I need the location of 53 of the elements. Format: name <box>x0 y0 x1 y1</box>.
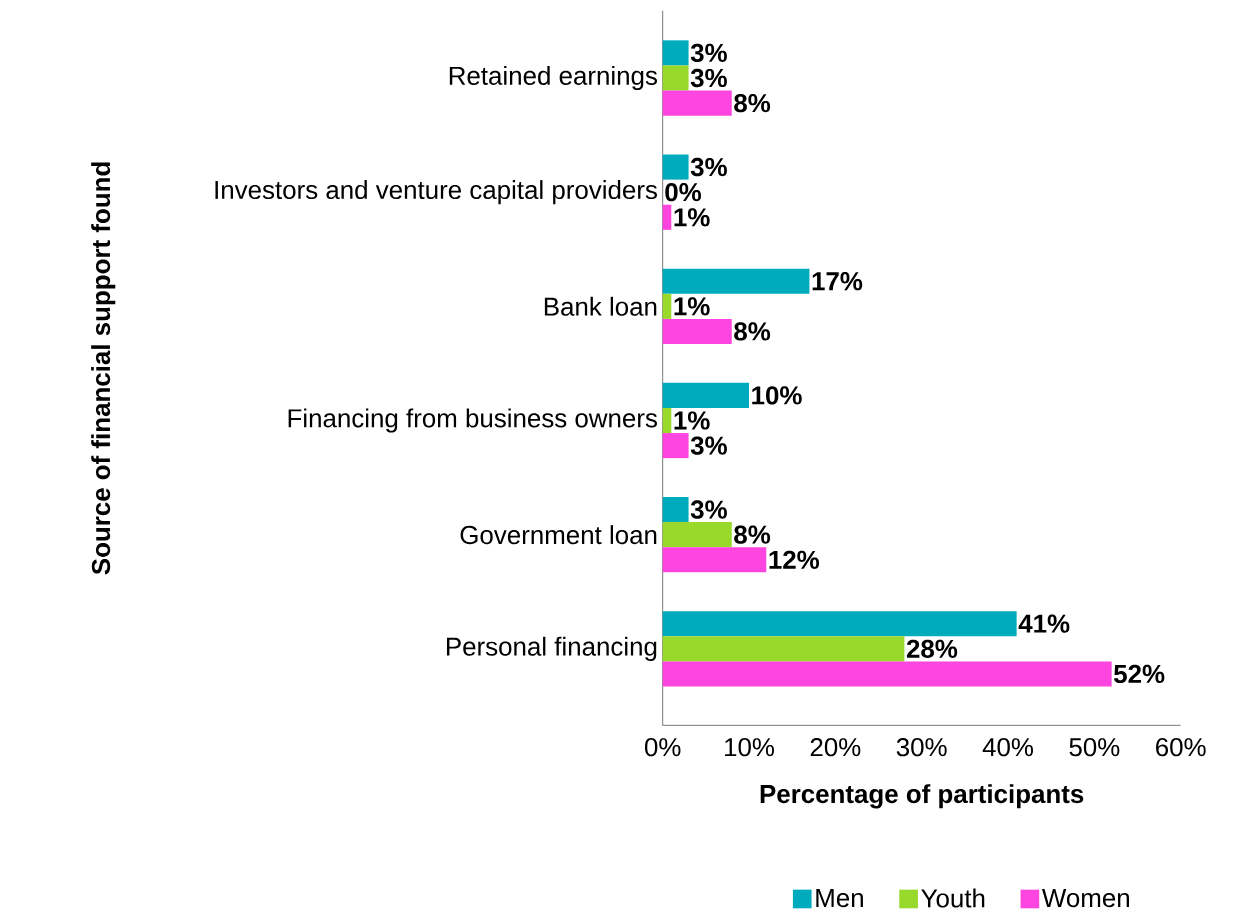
y-axis-title: Source of financial support found <box>91 162 116 575</box>
data-label: 8% <box>734 93 771 113</box>
x-axis-title: Percentage of participants <box>760 784 1084 809</box>
data-label: 3% <box>690 436 727 455</box>
bar <box>662 293 672 319</box>
bar <box>662 204 672 230</box>
bar <box>662 522 732 548</box>
y-tick-label: Financing from business owners <box>288 408 657 433</box>
data-label: 10% <box>752 386 802 405</box>
bar <box>662 40 689 66</box>
bar <box>662 496 689 523</box>
x-tick-label: 20% <box>810 738 861 757</box>
data-label: 52% <box>1114 664 1165 684</box>
data-label: 1% <box>674 411 710 430</box>
x-tick-label: 30% <box>896 738 947 757</box>
legend-label: Youth <box>921 888 985 908</box>
y-tick-label: Investors and venture capital providers <box>215 180 657 205</box>
y-tick-label: Bank loan <box>544 296 657 316</box>
data-label: 12% <box>769 550 820 569</box>
bar <box>662 433 689 459</box>
data-label: 1% <box>674 208 710 227</box>
data-label: 41% <box>1018 614 1070 633</box>
bar <box>662 661 1112 687</box>
data-label: 17% <box>812 272 863 291</box>
legend-label: Women <box>1041 889 1129 908</box>
x-tick-label: 60% <box>1156 738 1206 757</box>
y-tick-label: Personal financing <box>446 636 657 661</box>
bar <box>662 268 810 294</box>
x-tick-label: 50% <box>1069 738 1120 757</box>
data-label: 1% <box>674 297 710 316</box>
data-label: 3% <box>690 500 727 519</box>
legend-label: Men <box>816 889 863 908</box>
bar <box>662 65 689 91</box>
data-label: 8% <box>734 322 771 341</box>
y-tick-label: Government loan <box>460 525 657 545</box>
x-tick-label: 10% <box>725 738 774 757</box>
data-label: 3% <box>690 43 727 63</box>
x-tick-label: 40% <box>982 738 1033 757</box>
bar <box>662 154 689 180</box>
data-label: 28% <box>906 639 958 658</box>
bar <box>662 547 767 573</box>
bar <box>662 90 732 116</box>
data-label: 3% <box>690 157 727 177</box>
y-tick-label: Retained earnings <box>449 65 657 91</box>
bar <box>662 611 1017 637</box>
data-label: 0% <box>665 183 702 202</box>
bar <box>662 382 750 408</box>
bar <box>662 407 672 434</box>
bar <box>662 636 905 662</box>
data-label: 3% <box>690 68 727 88</box>
data-label: 8% <box>734 525 771 544</box>
bar <box>662 318 732 345</box>
x-tick-label: 0% <box>644 738 681 757</box>
